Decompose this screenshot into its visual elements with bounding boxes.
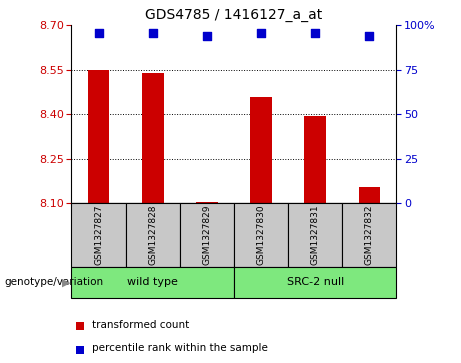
Text: GSM1327829: GSM1327829 — [202, 205, 212, 265]
Text: GSM1327827: GSM1327827 — [94, 205, 103, 265]
Bar — [288, 203, 342, 267]
Bar — [71, 203, 125, 267]
Bar — [304, 116, 326, 203]
Text: GSM1327832: GSM1327832 — [365, 205, 374, 265]
Text: genotype/variation: genotype/variation — [5, 277, 104, 287]
Text: percentile rank within the sample: percentile rank within the sample — [92, 343, 268, 354]
Text: SRC-2 null: SRC-2 null — [287, 277, 344, 287]
Title: GDS4785 / 1416127_a_at: GDS4785 / 1416127_a_at — [145, 8, 323, 22]
Bar — [234, 203, 288, 267]
Point — [257, 30, 265, 36]
Point — [366, 33, 373, 39]
Bar — [125, 203, 180, 267]
Bar — [196, 202, 218, 203]
Bar — [342, 203, 396, 267]
Text: ▶: ▶ — [62, 277, 71, 287]
Bar — [71, 267, 234, 298]
Bar — [359, 187, 380, 203]
Bar — [180, 203, 234, 267]
Point — [149, 30, 156, 36]
Bar — [88, 70, 109, 203]
Text: transformed count: transformed count — [92, 320, 189, 330]
Text: GSM1327830: GSM1327830 — [256, 205, 266, 265]
Bar — [250, 97, 272, 203]
Text: wild type: wild type — [127, 277, 178, 287]
Text: GSM1327828: GSM1327828 — [148, 205, 157, 265]
Point — [312, 30, 319, 36]
Point — [95, 30, 102, 36]
Bar — [142, 73, 164, 203]
Bar — [234, 267, 396, 298]
Point — [203, 33, 211, 39]
Text: GSM1327831: GSM1327831 — [311, 205, 320, 265]
